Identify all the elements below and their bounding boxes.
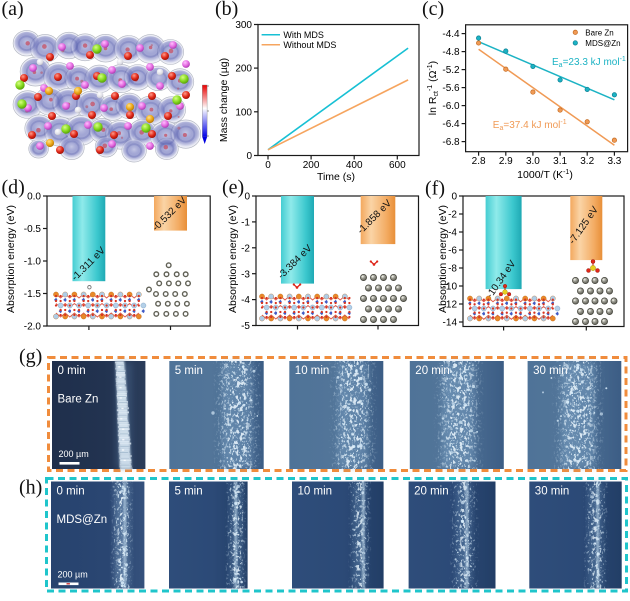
svg-text:30 min: 30 min <box>535 486 570 498</box>
svg-text:-1: -1 <box>241 218 250 229</box>
svg-text:2.8: 2.8 <box>472 156 486 167</box>
svg-text:0: 0 <box>451 192 457 203</box>
svg-text:(f): (f) <box>425 178 445 200</box>
svg-text:-14: -14 <box>443 318 458 329</box>
svg-text:0: 0 <box>246 151 252 162</box>
svg-text:-4.8: -4.8 <box>442 47 460 58</box>
svg-text:0 min: 0 min <box>57 486 85 498</box>
svg-text:(b): (b) <box>215 0 238 20</box>
svg-text:200: 200 <box>303 160 320 171</box>
svg-text:20 min: 20 min <box>414 486 449 498</box>
svg-text:3.3: 3.3 <box>607 156 621 167</box>
svg-text:(a): (a) <box>2 0 24 20</box>
svg-text:-10: -10 <box>443 282 458 293</box>
svg-text:(e): (e) <box>222 177 244 199</box>
svg-text:3.0: 3.0 <box>526 156 540 167</box>
svg-text:200: 200 <box>235 64 252 75</box>
svg-text:(c): (c) <box>422 0 444 20</box>
svg-text:10 min: 10 min <box>295 365 330 377</box>
svg-text:400: 400 <box>346 160 363 171</box>
svg-text:MDS@Zn: MDS@Zn <box>57 514 108 526</box>
svg-text:-5.6: -5.6 <box>442 83 460 94</box>
svg-text:Absorption energy (eV): Absorption energy (eV) <box>227 205 239 313</box>
svg-text:Absorption energy (eV): Absorption energy (eV) <box>437 205 449 313</box>
svg-text:-4: -4 <box>241 295 250 306</box>
svg-text:200 µm: 200 µm <box>58 570 88 580</box>
svg-text:-6.8: -6.8 <box>442 137 460 148</box>
svg-text:Bare Zn: Bare Zn <box>585 28 613 37</box>
svg-text:(h): (h) <box>19 477 42 499</box>
svg-text:3.2: 3.2 <box>580 156 594 167</box>
svg-text:(g): (g) <box>19 346 42 368</box>
svg-text:ln Rct-1 (Ω-1): ln Rct-1 (Ω-1) <box>427 61 440 115</box>
svg-text:-6.4: -6.4 <box>442 119 460 130</box>
svg-text:10 min: 10 min <box>298 486 333 498</box>
svg-text:-6.0: -6.0 <box>442 101 460 112</box>
svg-text:0 min: 0 min <box>58 365 86 377</box>
svg-text:Time (s): Time (s) <box>317 171 355 183</box>
svg-text:1000/T (K-1): 1000/T (K-1) <box>517 169 573 181</box>
svg-text:-2: -2 <box>448 210 457 221</box>
svg-text:30 min: 30 min <box>533 365 568 377</box>
svg-text:2.9: 2.9 <box>499 156 513 167</box>
svg-text:3.1: 3.1 <box>553 156 567 167</box>
svg-text:-0.5: -0.5 <box>24 224 42 235</box>
svg-text:5 min: 5 min <box>175 486 203 498</box>
svg-text:-5.2: -5.2 <box>442 65 460 76</box>
svg-text:-2.0: -2.0 <box>24 322 42 333</box>
svg-text:With MDS: With MDS <box>283 30 324 40</box>
svg-text:600: 600 <box>389 160 406 171</box>
svg-text:20 min: 20 min <box>415 365 450 377</box>
svg-text:-3: -3 <box>241 269 250 280</box>
svg-text:100: 100 <box>235 107 252 118</box>
svg-text:Ea=37.4 kJ mol-1: Ea=37.4 kJ mol-1 <box>493 119 567 132</box>
svg-text:Mass change (µg): Mass change (µg) <box>218 58 230 142</box>
svg-text:Bare Zn: Bare Zn <box>58 394 99 406</box>
svg-text:-4: -4 <box>448 228 457 239</box>
svg-text:Ea=23.3 kJ mol-1: Ea=23.3 kJ mol-1 <box>552 56 626 69</box>
svg-text:-2: -2 <box>241 243 250 254</box>
svg-text:0: 0 <box>244 192 250 203</box>
svg-text:Absorption energy (eV): Absorption energy (eV) <box>5 205 17 313</box>
svg-text:5 min: 5 min <box>175 365 203 377</box>
svg-text:200 µm: 200 µm <box>59 449 89 459</box>
svg-text:-5: -5 <box>241 321 250 332</box>
svg-text:(d): (d) <box>2 177 25 199</box>
svg-text:Without MDS: Without MDS <box>283 40 336 50</box>
svg-text:300: 300 <box>235 20 252 31</box>
svg-text:0: 0 <box>265 160 271 171</box>
svg-text:-4.4: -4.4 <box>442 29 460 40</box>
svg-text:-12: -12 <box>443 300 458 311</box>
svg-text:-1.0: -1.0 <box>24 257 42 268</box>
svg-text:-6: -6 <box>448 246 457 257</box>
svg-text:0.0: 0.0 <box>27 192 41 203</box>
svg-text:MDS@Zn: MDS@Zn <box>585 39 620 48</box>
svg-text:-1.5: -1.5 <box>24 289 42 300</box>
svg-text:-8: -8 <box>448 264 457 275</box>
